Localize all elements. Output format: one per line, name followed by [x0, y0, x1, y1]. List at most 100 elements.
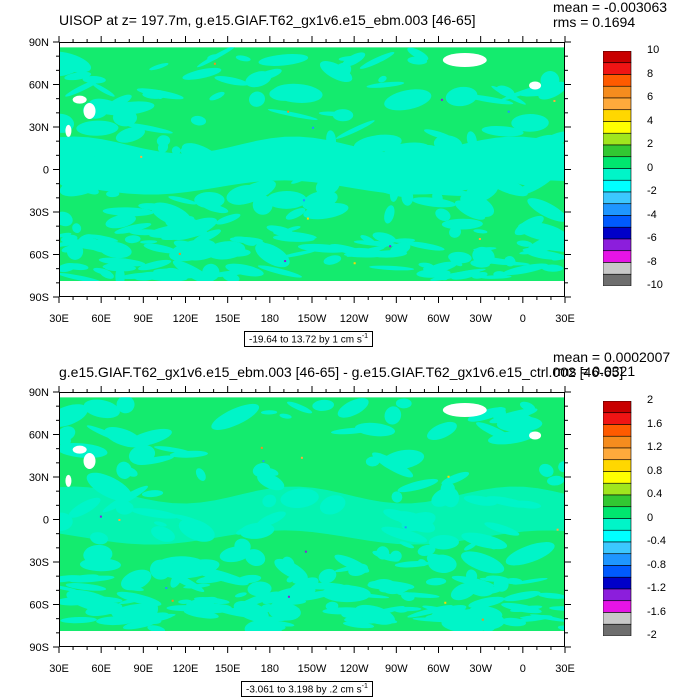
y-tick-label: 30N: [29, 122, 49, 134]
field-patch: [255, 242, 290, 268]
colorbar-swatch: [603, 215, 632, 228]
field-patch: [190, 115, 207, 126]
southern-streak: [124, 235, 141, 244]
colorbar-swatch: [603, 203, 632, 216]
colorbar-label: 0: [647, 511, 654, 524]
x-tick-label: 30W: [469, 663, 492, 675]
field-patch: [106, 190, 120, 198]
x-tick-label: 30E: [49, 663, 69, 675]
field-patch: [485, 496, 529, 508]
field-patch: [537, 178, 548, 184]
field-patch: [252, 195, 273, 215]
colorbar-label: 2: [647, 138, 654, 150]
field-patch: [156, 135, 171, 147]
southern-streak: [127, 586, 144, 592]
field-patch: [424, 129, 454, 141]
southern-streak: [257, 265, 303, 278]
land-inland-sea: [83, 453, 96, 469]
field-patch: [247, 581, 272, 597]
colorbar-label: 6: [647, 91, 654, 103]
colorbar-swatch: [603, 74, 632, 87]
y-tick-label: 60N: [29, 430, 49, 442]
field-patch: [194, 191, 225, 209]
field-patch: [280, 488, 319, 509]
field-patch: [515, 414, 537, 430]
colorbar-swatch: [603, 226, 632, 240]
southern-streak: [114, 260, 128, 270]
southern-streak: [166, 224, 201, 232]
y-tick-label: 90N: [29, 387, 49, 399]
colorbar-swatch: [603, 168, 632, 181]
southern-streak: [517, 615, 553, 622]
southern-streak: [178, 599, 192, 604]
field-patch: [381, 526, 428, 543]
southern-streak: [480, 275, 512, 279]
field-patch: [318, 111, 348, 117]
x-tick-label: 120E: [173, 313, 199, 325]
field-patch: [547, 475, 564, 486]
colorbar: [603, 401, 632, 636]
colorbar-swatch: [603, 238, 632, 252]
field-patch: [484, 522, 520, 536]
y-tick-label: 90N: [29, 37, 49, 49]
southern-streak: [522, 247, 547, 253]
field-patch: [372, 550, 400, 562]
southern-streak: [65, 583, 107, 591]
southern-streak: [512, 577, 548, 585]
colorbar-swatch: [603, 132, 632, 146]
contour-range-text: -3.061 to 3.198 by .2 cm s: [246, 684, 362, 696]
extreme-value-dot: [353, 262, 356, 265]
field-patch: [441, 487, 460, 508]
southern-streak: [279, 249, 319, 259]
field-patch: [88, 98, 123, 115]
x-tick-label: 90W: [385, 663, 408, 675]
x-tick-label: 30E: [555, 313, 575, 325]
southern-streak: [147, 625, 166, 633]
extreme-value-dot: [300, 456, 303, 459]
field-patch: [489, 539, 499, 550]
colorbar-label: 2: [647, 394, 654, 406]
southern-streak: [147, 274, 188, 282]
extreme-value-dot: [306, 217, 309, 220]
field-patch: [318, 568, 337, 584]
colorbar-swatch: [603, 144, 632, 158]
colorbar-label: 0.8: [647, 464, 663, 477]
rms-stat: rms = 0.0321: [553, 363, 636, 379]
field-patch: [426, 553, 452, 572]
x-tick-label: 30W: [469, 313, 492, 325]
colorbar-label: 1.6: [647, 417, 663, 430]
extreme-value-dot: [444, 601, 447, 604]
land-inland-sea: [72, 95, 87, 104]
southern-streak: [502, 263, 548, 276]
field-patch: [450, 582, 477, 601]
field-patch: [355, 422, 396, 437]
field-patch: [411, 197, 456, 208]
southern-streak: [465, 586, 502, 595]
x-tick-label: 60E: [91, 313, 111, 325]
southern-streak: [557, 625, 564, 631]
field-patch: [248, 91, 266, 107]
mean-stat: mean = -0.003063: [553, 0, 668, 15]
extreme-value-dot: [262, 460, 265, 463]
field-patch: [340, 584, 360, 595]
mean-stat: mean = 0.0002007: [553, 349, 671, 365]
x-tick-label: 120E: [173, 663, 199, 675]
southern-streak: [213, 250, 231, 259]
southern-streak: [354, 247, 387, 254]
southern-streak: [322, 607, 364, 615]
field-patch: [151, 526, 175, 542]
field-patch: [397, 478, 439, 493]
x-tick-label: 90E: [134, 313, 154, 325]
colorbar-swatch: [603, 576, 632, 590]
field-patch: [384, 205, 395, 224]
field-patch: [168, 196, 197, 205]
field-patch: [105, 214, 136, 229]
colorbar-swatch: [603, 62, 632, 75]
southern-streak: [473, 229, 488, 234]
field-patch: [86, 472, 133, 502]
extreme-value-dot: [481, 618, 484, 621]
extreme-value-dot: [312, 126, 315, 129]
colorbar-label: -6: [647, 232, 657, 244]
extreme-value-dot: [389, 245, 392, 248]
field-patch: [60, 426, 76, 441]
